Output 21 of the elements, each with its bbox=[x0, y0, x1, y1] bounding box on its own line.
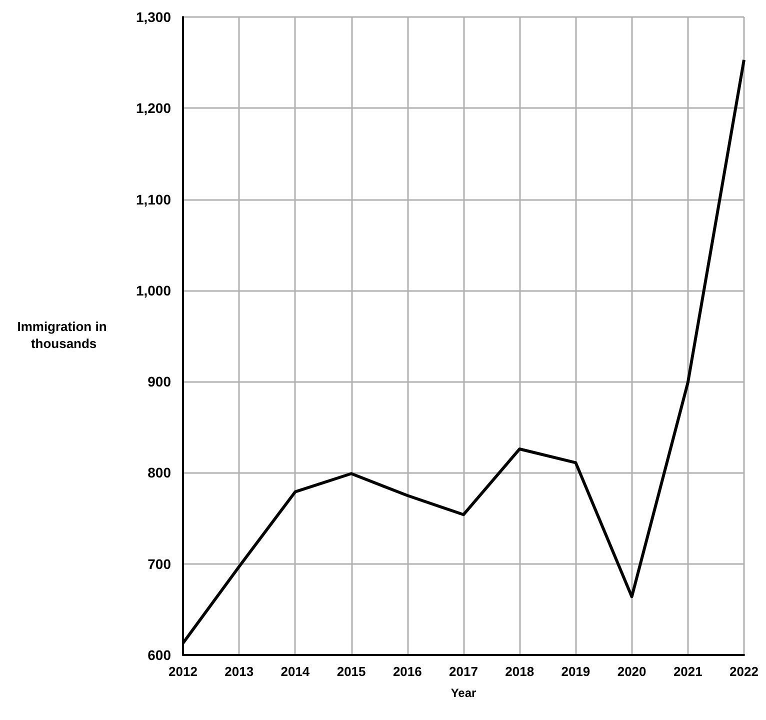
y-tick-label: 600 bbox=[148, 647, 172, 663]
x-tick-label: 2016 bbox=[392, 664, 422, 679]
x-tick-label: 2022 bbox=[730, 664, 758, 679]
x-tick-label: 2014 bbox=[280, 664, 310, 679]
y-tick-label: 700 bbox=[148, 556, 172, 572]
x-tick-label: 2013 bbox=[224, 664, 254, 679]
x-tick-label: 2018 bbox=[505, 664, 534, 679]
y-tick-label: 1,300 bbox=[136, 9, 172, 25]
y-tick-label: 900 bbox=[148, 374, 172, 390]
x-axis-title: Year bbox=[450, 686, 477, 700]
y-tick-label: 1,100 bbox=[136, 191, 172, 208]
x-tick-label: 2019 bbox=[561, 664, 590, 679]
x-tick-label: 2012 bbox=[168, 664, 198, 679]
y-tick-label: 1,200 bbox=[136, 100, 172, 116]
y-tick-label: 800 bbox=[148, 464, 172, 481]
x-tick-label: 2021 bbox=[673, 664, 702, 679]
y-axis-title: Immigration in thousands bbox=[17, 319, 107, 351]
x-tick-label: 2015 bbox=[336, 664, 366, 679]
x-tick-label: 2017 bbox=[449, 664, 478, 679]
x-tick-label: 2020 bbox=[617, 664, 646, 679]
y-tick-label: 1,000 bbox=[136, 282, 172, 298]
